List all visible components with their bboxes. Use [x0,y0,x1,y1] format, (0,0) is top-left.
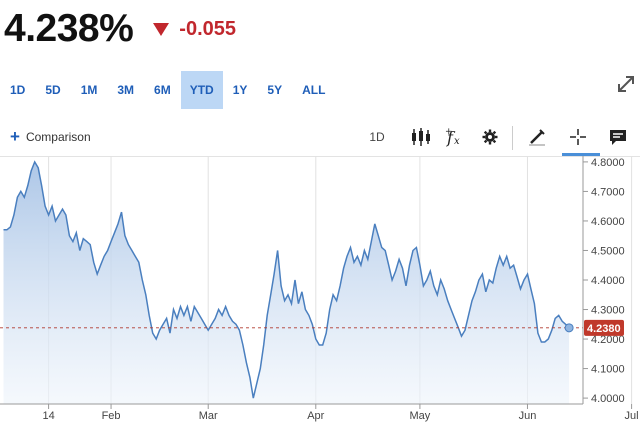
y-tick-label: 4.3000 [591,305,625,317]
y-tick-label: 4.4000 [591,275,625,287]
x-tick-label: May [410,410,431,422]
last-value-badge: 4.2380 [564,319,624,336]
indicators-icon[interactable]: f x + [443,124,467,150]
price-change: -0.055 [179,17,236,40]
y-tick-label: 4.0000 [591,393,625,405]
y-tick-label: 4.1000 [591,364,625,376]
crosshair-icon[interactable] [566,124,590,150]
range-ytd[interactable]: YTD [180,71,223,109]
yield-chart[interactable]: 4.8000 4.7000 4.6000 4.5000 4.4000 4.3000 4.20… [0,156,640,431]
range-5d[interactable]: 5D [45,83,61,97]
y-tick-label: 4.2000 [591,334,625,346]
range-6m[interactable]: 6M [154,83,171,97]
interval-button[interactable]: 1D [369,130,385,144]
y-tick-label: 4.8000 [591,157,625,169]
x-tick-label: Jun [519,410,537,422]
range-1y[interactable]: 1Y [232,83,248,97]
gear-icon[interactable] [478,124,502,150]
x-tick-label: Mar [199,410,218,422]
x-axis-ticks: 14FebMarAprMayJunJulAug [42,404,639,422]
range-1d[interactable]: 1D [10,83,26,97]
quote-header: 4.238% -0.055 [4,6,236,52]
toolbar-divider [512,126,513,150]
plus-icon: + [10,127,20,146]
range-all[interactable]: ALL [302,83,326,97]
yield-line [3,160,570,399]
chart-toolbar: + Comparison 1D f x + [0,120,640,156]
last-value-dot [564,323,574,333]
range-1m[interactable]: 1M [80,83,98,97]
x-tick-label: Apr [307,410,324,422]
x-tick-label: 14 [42,410,54,422]
price-value: 4.238% [4,7,134,50]
last-value-badge-bg [584,319,624,336]
yield-area [3,161,570,404]
x-tick-label: Jul [625,410,639,422]
svg-text:f: f [446,128,456,147]
y-tick-label: 4.6000 [591,216,625,228]
expand-icon[interactable] [614,72,638,96]
y-axis-ticks: 4.8000 4.7000 4.6000 4.5000 4.4000 4.3000 4.20… [583,157,625,405]
last-value-label: 4.2380 [587,323,621,335]
candlestick-icon[interactable] [408,124,434,150]
comparison-button[interactable]: + Comparison [10,127,91,146]
range-selector: 1D 5D 1M 3M 6M YTD 1Y 5Y ALL [0,71,335,109]
down-arrow-icon [153,22,170,36]
pencil-icon[interactable] [525,124,549,150]
y-tick-label: 4.5000 [591,245,625,257]
active-tool-indicator [562,153,600,156]
comment-icon[interactable] [606,124,630,150]
svg-text:+: + [445,127,453,137]
x-tick-label: Feb [102,410,121,422]
svg-text:x: x [454,136,460,147]
y-tick-label: 4.7000 [591,186,625,198]
comparison-label: Comparison [25,130,91,144]
range-3m[interactable]: 3M [117,83,135,97]
range-5y[interactable]: 5Y [267,83,283,97]
